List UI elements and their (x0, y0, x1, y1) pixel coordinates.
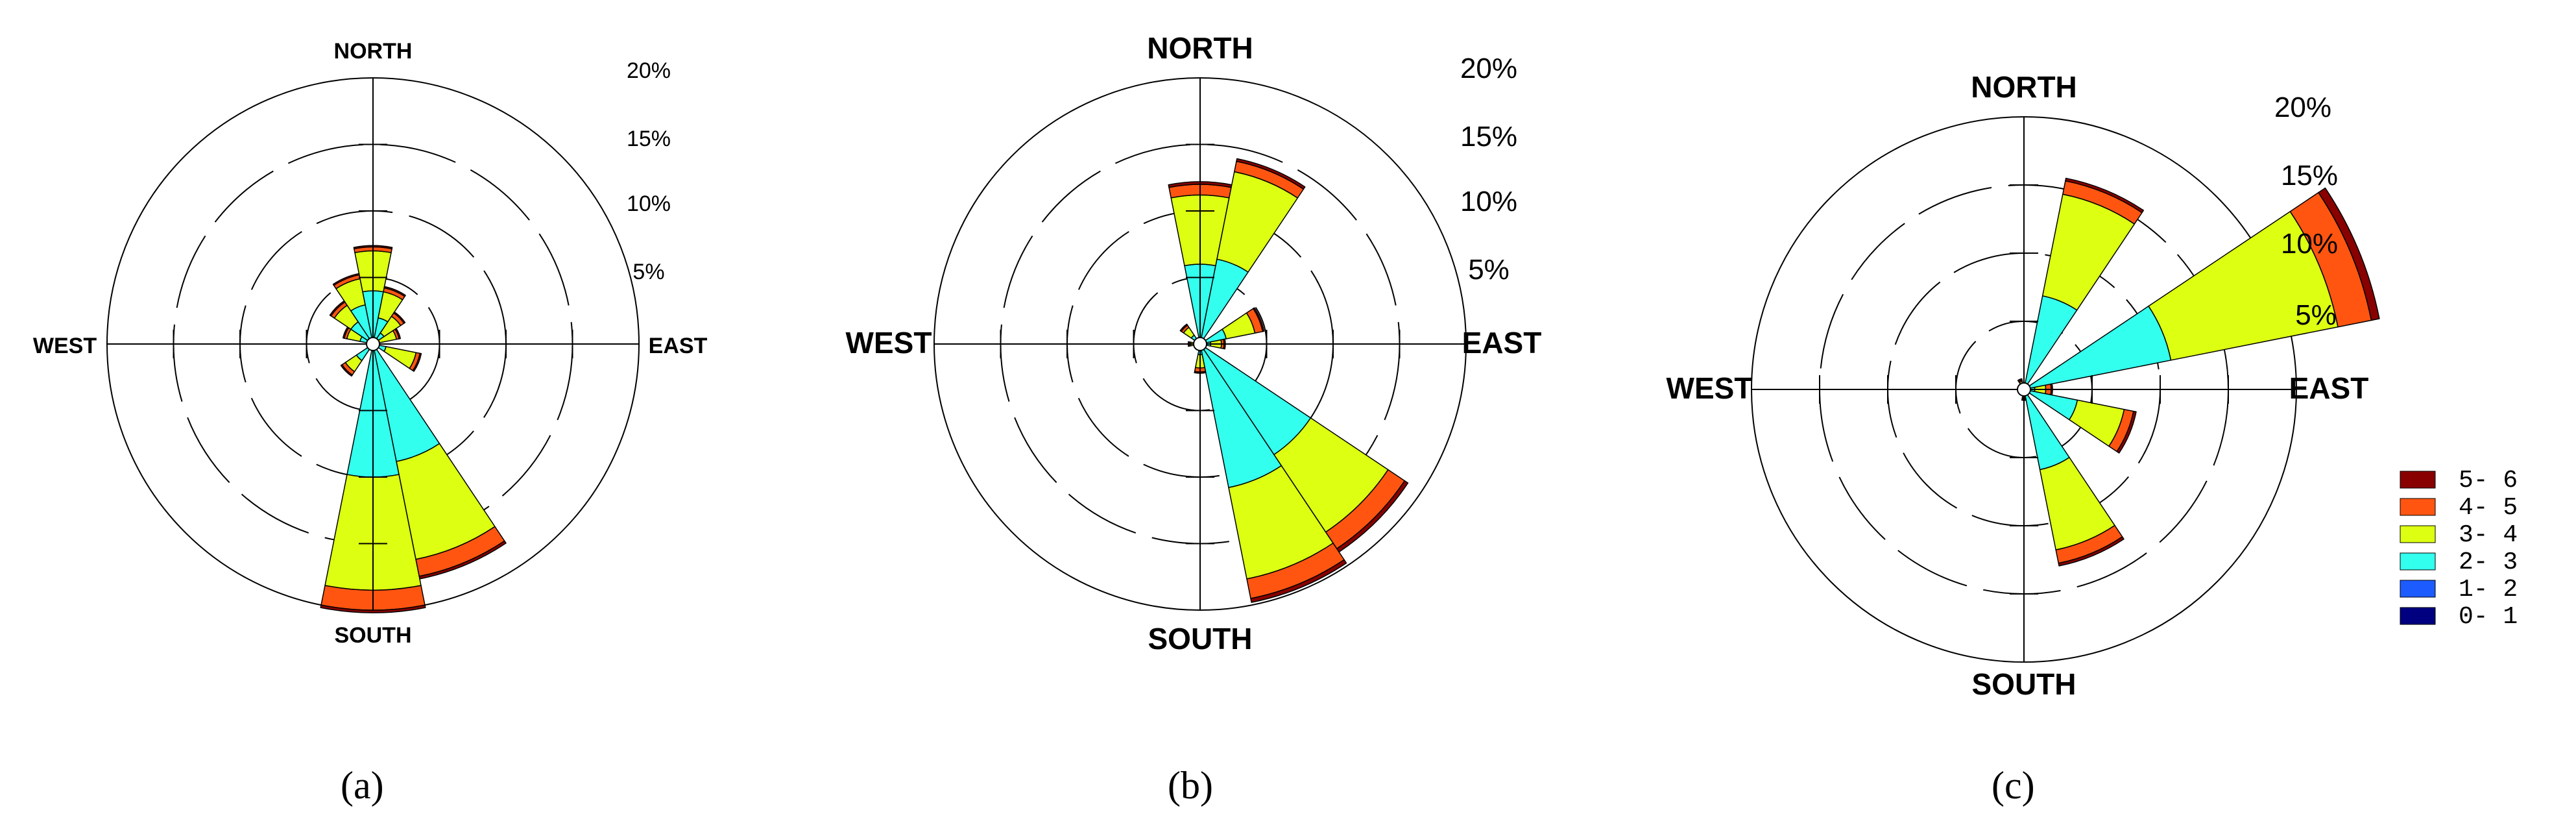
sector-bars (2017, 177, 2380, 567)
sector-180 (1194, 343, 1207, 374)
ring-label-10: 10% (1460, 186, 1517, 217)
west-label: WEST (846, 326, 932, 360)
panel-label-c: (c) (1992, 764, 2035, 807)
legend-swatch (2400, 607, 2436, 625)
speed-legend: 5- 6 4- 5 3- 4 2- 3 1- 2 0- 1 (2400, 467, 2518, 631)
sector-bars (320, 245, 507, 613)
sector-135 (1199, 343, 1409, 553)
ring-label-20: 20% (1460, 53, 1517, 84)
sector-bin-5-6 (1250, 559, 1347, 603)
sector-bin-5-6 (2058, 536, 2125, 567)
sector-157.5 (372, 343, 507, 580)
legend-label: 4- 5 (2459, 494, 2518, 522)
sector-112.5 (2023, 389, 2137, 454)
legend-swatch (2400, 525, 2436, 543)
sector-157.5 (1199, 343, 1347, 603)
legend-item: 3- 4 (2400, 521, 2518, 549)
sector-bin-5-6 (2065, 177, 2145, 214)
legend-label: 2- 3 (2459, 548, 2518, 576)
sector-bin-5-6 (393, 311, 406, 324)
sector-bars (1168, 158, 1409, 603)
sector-157.5 (2023, 389, 2125, 567)
center-hub (1193, 337, 1207, 351)
sector-bin-5-6 (332, 273, 360, 286)
south-label: SOUTH (1972, 667, 2076, 701)
sector-bin-5-6 (2318, 187, 2380, 321)
ring-label-10: 10% (2281, 228, 2338, 260)
wind-rose-panel-b: NORTH SOUTH EAST WEST 5% 10% 15% 20% (b) (846, 31, 1542, 807)
ring-label-10: 10% (627, 191, 671, 216)
sector-bin-5-6 (394, 328, 401, 339)
sector-22.5 (372, 286, 406, 345)
center-hub (2017, 382, 2031, 397)
south-label: SOUTH (335, 623, 412, 648)
legend-label: 5- 6 (2459, 467, 2518, 495)
south-label: SOUTH (1148, 622, 1253, 656)
sector-bin-5-6 (383, 286, 406, 297)
legend-item: 0- 1 (2400, 603, 2518, 631)
legend-item: 2- 3 (2400, 548, 2518, 576)
ring-label-5: 5% (1468, 254, 1510, 286)
east-label: EAST (1462, 326, 1542, 360)
east-label: EAST (2289, 371, 2369, 405)
sector-bin-5-6 (353, 245, 393, 249)
sector-22.5 (1199, 158, 1306, 345)
ring-label-20: 20% (627, 58, 671, 83)
sector-67.5 (2023, 187, 2380, 390)
legend-label: 0- 1 (2459, 603, 2518, 631)
wind-rose-panel-c: NORTH SOUTH EAST WEST 5% 10% 15% 20% (c) (1667, 70, 2380, 807)
legend-item: 5- 6 (2400, 467, 2518, 495)
legend-swatch (2400, 580, 2436, 598)
sector-67.5 (1199, 307, 1265, 345)
sector-225 (340, 343, 374, 377)
west-label: WEST (1667, 371, 1753, 405)
panel-label-b: (b) (1168, 764, 1213, 807)
ring-label-15: 15% (2281, 160, 2338, 191)
ring-label-20: 20% (2274, 92, 2331, 123)
sector-bin-5-6 (320, 604, 426, 613)
sector-bin-5-6 (1179, 323, 1188, 332)
legend-swatch (2400, 471, 2436, 489)
ring-label-15: 15% (1460, 121, 1517, 153)
legend-label: 3- 4 (2459, 521, 2518, 549)
west-label: WEST (33, 334, 97, 358)
legend-swatch (2400, 552, 2436, 571)
legend-item: 4- 5 (2400, 494, 2518, 522)
sector-bin-5-6 (1253, 307, 1265, 332)
north-label: NORTH (334, 39, 413, 64)
ring-label-5: 5% (632, 260, 664, 284)
ring-label-15: 15% (627, 127, 671, 151)
sector-bin-5-6 (412, 352, 422, 372)
sector-bin-5-6 (340, 364, 353, 377)
north-label: NORTH (1971, 70, 2077, 104)
legend-item: 1- 2 (2400, 576, 2518, 604)
legend-swatch (2400, 498, 2436, 516)
sector-bin-5-6 (2017, 378, 2023, 382)
sector-22.5 (2023, 177, 2145, 390)
sector-337.5 (332, 273, 374, 345)
sector-112.5 (372, 343, 422, 372)
sector-45 (372, 311, 406, 345)
wind-rose-panel-a: NORTH SOUTH EAST WEST 5% 10% 15% 20% (a) (33, 39, 708, 807)
sector-bin-5-6 (2116, 410, 2137, 454)
legend-label: 1- 2 (2459, 576, 2518, 604)
sector-bin-5-6 (1236, 158, 1306, 190)
panel-label-a: (a) (341, 764, 384, 807)
center-hub (366, 337, 380, 351)
east-label: EAST (649, 334, 708, 358)
ring-label-5: 5% (2295, 299, 2337, 331)
north-label: NORTH (1147, 31, 1253, 65)
